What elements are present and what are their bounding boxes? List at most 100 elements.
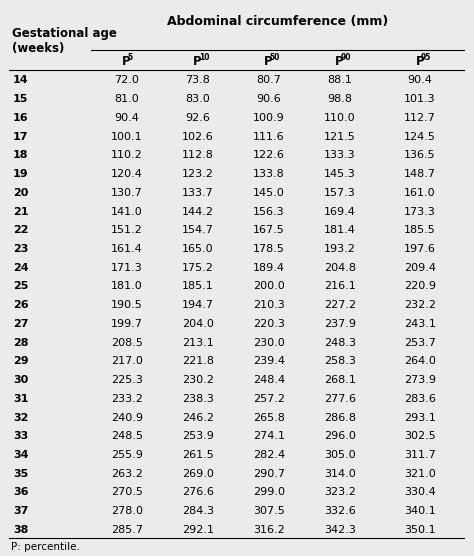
Text: 171.3: 171.3	[111, 262, 143, 272]
Text: 145.3: 145.3	[324, 169, 356, 179]
Text: 213.1: 213.1	[182, 337, 214, 348]
Text: 141.0: 141.0	[111, 206, 143, 216]
Text: 133.3: 133.3	[324, 150, 356, 160]
Text: 178.5: 178.5	[253, 244, 285, 254]
Text: 90.4: 90.4	[408, 76, 432, 86]
Text: 238.3: 238.3	[182, 394, 214, 404]
Text: 130.7: 130.7	[111, 188, 143, 198]
Text: 50: 50	[270, 52, 280, 62]
Text: 28: 28	[13, 337, 28, 348]
Text: 230.0: 230.0	[253, 337, 285, 348]
Text: 154.7: 154.7	[182, 225, 214, 235]
Text: 14: 14	[13, 76, 29, 86]
Text: 92.6: 92.6	[185, 113, 210, 123]
Text: 181.4: 181.4	[324, 225, 356, 235]
Text: 293.1: 293.1	[404, 413, 436, 423]
Text: 248.4: 248.4	[253, 375, 285, 385]
Text: 340.1: 340.1	[404, 506, 436, 516]
Text: 239.4: 239.4	[253, 356, 285, 366]
Text: 225.3: 225.3	[111, 375, 143, 385]
Text: 232.2: 232.2	[404, 300, 436, 310]
Text: 321.0: 321.0	[404, 469, 436, 479]
Text: 26: 26	[13, 300, 29, 310]
Text: 243.1: 243.1	[404, 319, 436, 329]
Text: 273.9: 273.9	[404, 375, 436, 385]
Text: P: P	[415, 55, 424, 68]
Text: 175.2: 175.2	[182, 262, 214, 272]
Text: 122.6: 122.6	[253, 150, 285, 160]
Text: 34: 34	[13, 450, 28, 460]
Text: 307.5: 307.5	[253, 506, 285, 516]
Text: 264.0: 264.0	[404, 356, 436, 366]
Text: 332.6: 332.6	[324, 506, 356, 516]
Text: 102.6: 102.6	[182, 132, 214, 142]
Text: 292.1: 292.1	[182, 525, 214, 535]
Text: 199.7: 199.7	[111, 319, 143, 329]
Text: 112.8: 112.8	[182, 150, 214, 160]
Text: 16: 16	[13, 113, 29, 123]
Text: 123.2: 123.2	[182, 169, 214, 179]
Text: 35: 35	[13, 469, 28, 479]
Text: 72.0: 72.0	[114, 76, 139, 86]
Text: 209.4: 209.4	[404, 262, 436, 272]
Text: 274.1: 274.1	[253, 431, 285, 441]
Text: 277.6: 277.6	[324, 394, 356, 404]
Text: 161.4: 161.4	[111, 244, 143, 254]
Text: 90: 90	[341, 52, 351, 62]
Text: 290.7: 290.7	[253, 469, 285, 479]
Text: 302.5: 302.5	[404, 431, 436, 441]
Text: 316.2: 316.2	[253, 525, 285, 535]
Text: 220.3: 220.3	[253, 319, 285, 329]
Text: 190.5: 190.5	[111, 300, 143, 310]
Text: 136.5: 136.5	[404, 150, 436, 160]
Text: P: P	[264, 55, 273, 68]
Text: 261.5: 261.5	[182, 450, 214, 460]
Text: 169.4: 169.4	[324, 206, 356, 216]
Text: 133.7: 133.7	[182, 188, 214, 198]
Text: 227.2: 227.2	[324, 300, 356, 310]
Text: 33: 33	[13, 431, 28, 441]
Text: 157.3: 157.3	[324, 188, 356, 198]
Text: 314.0: 314.0	[324, 469, 356, 479]
Text: 124.5: 124.5	[404, 132, 436, 142]
Text: 27: 27	[13, 319, 28, 329]
Text: 197.6: 197.6	[404, 244, 436, 254]
Text: 248.5: 248.5	[111, 431, 143, 441]
Text: 185.1: 185.1	[182, 281, 214, 291]
Text: 161.0: 161.0	[404, 188, 436, 198]
Text: 145.0: 145.0	[253, 188, 285, 198]
Text: 80.7: 80.7	[256, 76, 281, 86]
Text: 156.3: 156.3	[253, 206, 285, 216]
Text: 100.1: 100.1	[111, 132, 143, 142]
Text: 36: 36	[13, 488, 28, 498]
Text: 217.0: 217.0	[111, 356, 143, 366]
Text: 194.7: 194.7	[182, 300, 214, 310]
Text: 253.9: 253.9	[182, 431, 214, 441]
Text: 20: 20	[13, 188, 28, 198]
Text: 268.1: 268.1	[324, 375, 356, 385]
Text: 173.3: 173.3	[404, 206, 436, 216]
Text: 330.4: 330.4	[404, 488, 436, 498]
Text: 296.0: 296.0	[324, 431, 356, 441]
Text: 148.7: 148.7	[404, 169, 436, 179]
Text: 276.6: 276.6	[182, 488, 214, 498]
Text: 22: 22	[13, 225, 28, 235]
Text: P: percentile.: P: percentile.	[11, 542, 80, 552]
Text: P: P	[193, 55, 202, 68]
Text: 237.9: 237.9	[324, 319, 356, 329]
Text: 112.7: 112.7	[404, 113, 436, 123]
Text: Abdominal circumference (mm): Abdominal circumference (mm)	[167, 15, 389, 28]
Text: 220.9: 220.9	[404, 281, 436, 291]
Text: 101.3: 101.3	[404, 94, 436, 104]
Text: 100.9: 100.9	[253, 113, 285, 123]
Text: 111.6: 111.6	[253, 132, 285, 142]
Text: 90.4: 90.4	[114, 113, 139, 123]
Text: 248.3: 248.3	[324, 337, 356, 348]
Text: 29: 29	[13, 356, 29, 366]
Text: 311.7: 311.7	[404, 450, 436, 460]
Text: 283.6: 283.6	[404, 394, 436, 404]
Text: P: P	[335, 55, 344, 68]
Text: 151.2: 151.2	[111, 225, 143, 235]
Text: 210.3: 210.3	[253, 300, 285, 310]
Text: 284.3: 284.3	[182, 506, 214, 516]
